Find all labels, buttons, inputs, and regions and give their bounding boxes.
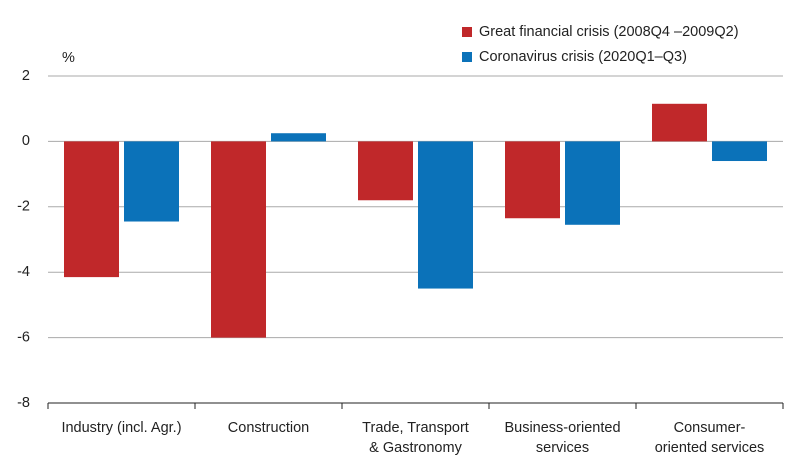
y-tick-label: -4 — [17, 264, 30, 280]
bar — [124, 141, 179, 222]
y-tick-label: 2 — [22, 68, 30, 84]
y-tick-label: -2 — [17, 199, 30, 215]
bar — [505, 141, 560, 219]
x-tick-label: Construction — [228, 420, 309, 436]
legend-label: Coronavirus crisis (2020Q1–Q3) — [479, 49, 687, 65]
bar — [652, 103, 707, 142]
bar — [211, 141, 266, 338]
x-tick-label: Consumer- — [674, 420, 746, 436]
y-tick-label: 0 — [22, 133, 30, 149]
y-tick-label: -8 — [17, 395, 30, 411]
bar — [271, 133, 326, 142]
bar — [565, 141, 620, 225]
x-tick-label: services — [536, 440, 589, 456]
x-tick-label: & Gastronomy — [369, 440, 462, 456]
x-tick-label: oriented services — [655, 440, 765, 456]
x-tick-label: Industry (incl. Agr.) — [61, 420, 181, 436]
bar — [418, 141, 473, 289]
legend-label: Great financial crisis (2008Q4 –2009Q2) — [479, 24, 739, 40]
y-unit: % — [62, 50, 75, 66]
bar — [358, 141, 413, 201]
x-tick-label: Business-oriented — [504, 420, 620, 436]
y-tick-label: -6 — [17, 329, 30, 345]
bar — [64, 141, 119, 278]
legend-swatch — [462, 52, 472, 62]
bar — [712, 141, 767, 162]
x-tick-label: Trade, Transport — [362, 420, 469, 436]
legend-swatch — [462, 27, 472, 37]
